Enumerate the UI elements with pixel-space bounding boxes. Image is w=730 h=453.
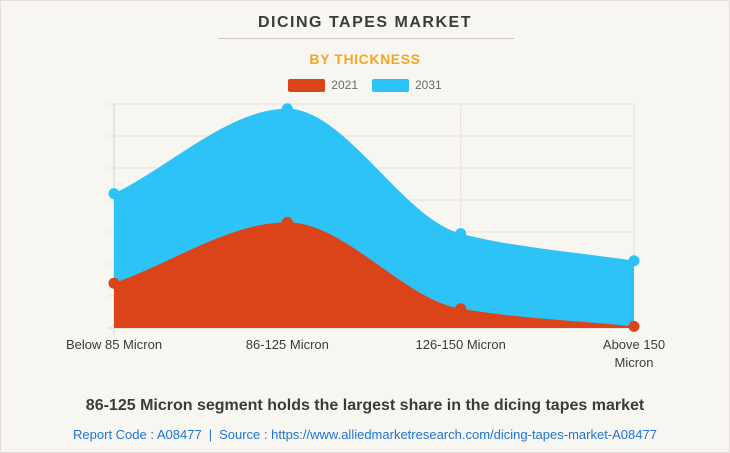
legend-item-2031[interactable]: 2031 xyxy=(372,78,442,92)
x-axis: Below 85 Micron 86-125 Micron 126-150 Micr… xyxy=(1,336,729,378)
chart-footnote: 86-125 Micron segment holds the largest … xyxy=(85,397,645,414)
marker-2021-point-3[interactable] xyxy=(628,320,640,332)
marker-2021-point-2[interactable] xyxy=(455,303,467,315)
legend-item-2021[interactable]: 2021 xyxy=(288,78,358,92)
legend-swatch-2031 xyxy=(372,78,409,92)
area-chart[interactable] xyxy=(1,96,730,376)
legend-label-2031: 2031 xyxy=(415,78,442,92)
separator: | xyxy=(208,427,213,442)
source-prefix: Source : xyxy=(219,427,268,442)
marker-2031-point-1[interactable] xyxy=(281,103,293,115)
x-axis-label: 126-150 Micron xyxy=(415,337,506,352)
marker-2021-point-0[interactable] xyxy=(108,277,120,289)
legend-swatch-2021 xyxy=(288,78,326,92)
legend-label-2021: 2021 xyxy=(331,78,358,92)
marker-2021-point-1[interactable] xyxy=(281,216,293,228)
x-axis-label: 86-125 Micron xyxy=(245,337,329,352)
report-source-line: Report Code : A08477 | Source : https://ww… xyxy=(1,427,729,442)
chart-legend: 2021 2031 xyxy=(1,78,729,92)
x-axis-label: Above 150 Micron xyxy=(602,337,666,370)
chart-subtitle: BY THICKNESS xyxy=(309,51,421,67)
marker-2031-point-2[interactable] xyxy=(455,228,467,240)
report-code: Report Code : A08477 xyxy=(73,427,202,442)
x-axis-label: Below 85 Micron xyxy=(65,337,163,352)
chart-title: DICING TAPES MARKET xyxy=(258,14,472,31)
area-2021 xyxy=(114,222,634,328)
marker-2031-point-3[interactable] xyxy=(628,255,640,267)
source-link[interactable]: https://www.alliedmarketresearch.com/dic… xyxy=(271,427,657,442)
marker-2031-point-0[interactable] xyxy=(108,188,120,200)
title-divider xyxy=(218,38,514,39)
